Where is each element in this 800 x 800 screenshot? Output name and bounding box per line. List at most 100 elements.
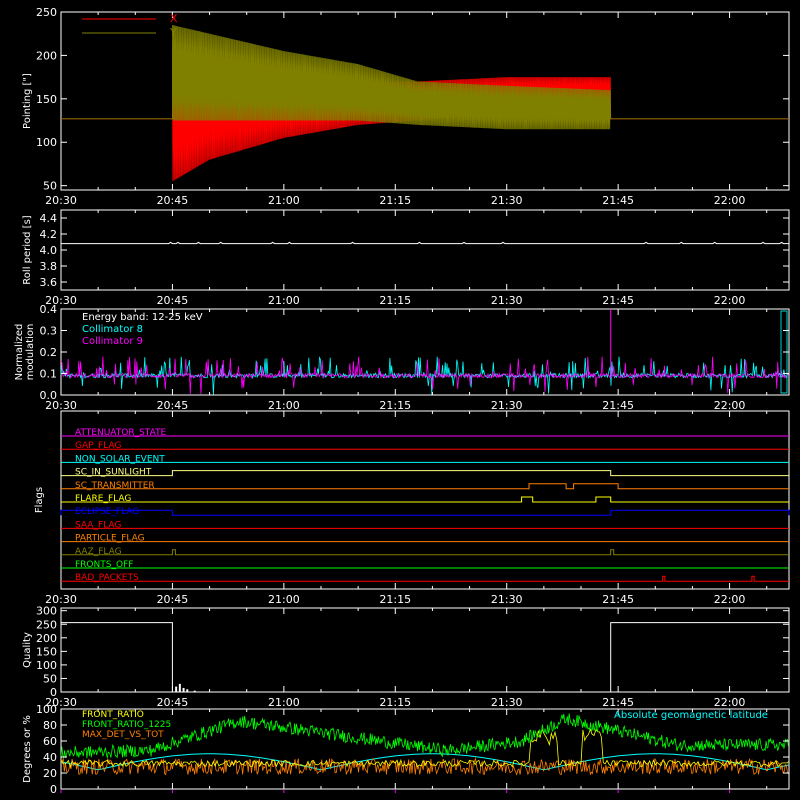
time-tick-label: 21:00 [268,696,300,709]
front-ratio-1225-label: FRONT_RATIO_1225 [82,720,171,730]
y-tick-label: 0 [50,783,57,796]
y-tick-label: 60 [43,735,57,748]
quality-series [61,622,789,693]
collimator-9-series [60,356,789,395]
time-tick-label: 20:30 [45,399,77,412]
time-tick-label: 20:30 [45,194,77,207]
y-tick-label: 250 [36,6,57,19]
legend-y-label: Y [169,26,177,39]
time-tick-label: 21:15 [379,294,411,307]
y-tick-label: 150 [36,93,57,106]
time-tick-label: 20:30 [45,294,77,307]
flag-label: ATTENUATOR_STATE [75,428,167,438]
y-tick-label: 300 [36,605,57,618]
time-tick-label: 21:00 [268,294,300,307]
y-tick-label: 80 [43,719,57,732]
roll-period-series [61,241,789,245]
flag-row-aaz-flag: AAZ_FLAG [61,547,789,557]
y-tick-label: 0.1 [40,368,58,381]
time-tick-label: 21:15 [379,593,411,606]
y-tick-label: 40 [43,751,57,764]
pointing-panel: 50 100 150 200 250 20:30 20:45 21:00 21:15 21:30… [22,6,790,207]
energy-band-label: Energy band: 12-25 keV [82,312,203,323]
flag-label: FLARE_FLAG [75,494,131,504]
time-tick-label: 21:30 [491,399,523,412]
time-tick-label: 20:45 [157,194,189,207]
flag-label: PARTICLE_FLAG [75,534,145,544]
modulation-y-label-line2: modulation [25,324,36,381]
time-tick-label: 21:00 [268,593,300,606]
time-tick-label: 21:15 [379,194,411,207]
y-tick-label: 100 [36,703,57,716]
max-det-vs-tot-series [60,757,789,776]
time-tick-label: 21:45 [602,696,634,709]
flags-frame [60,410,790,590]
y-tick-label: 100 [36,659,57,672]
time-tick-label: 20:45 [157,696,189,709]
y-tick-label: 0 [50,686,57,699]
y-tick-label: 4.0 [40,244,58,257]
flag-label: SC_TRANSMITTER [75,481,155,491]
flag-trace [61,549,789,556]
time-tick-label: 22:00 [714,696,746,709]
y-tick-label: 250 [36,618,57,631]
front-ratio-label: FRONT_RATIO [82,710,144,720]
y-tick-label: 0.0 [40,389,58,402]
roll-period-panel: 3.6 3.8 4.0 4.2 4.4 20:30 20:45 21:00 21:15 21:3… [22,209,790,307]
flag-row-eclipse-flag: ECLIPSE_FLAG [60,507,790,517]
roll-frame [60,209,790,291]
y-tick-label: 50 [43,672,57,685]
flag-label: SC_IN_SUNLIGHT [75,468,152,478]
flag-row-attenuator-state: ATTENUATOR_STATE [61,428,789,438]
time-tick-label: 21:45 [602,593,634,606]
front-ratio-series [60,728,790,768]
quality-frame [60,607,790,693]
flag-label: SAA_FLAG [75,520,121,530]
time-tick-label: 22:00 [714,194,746,207]
time-tick-label: 22:00 [714,294,746,307]
flag-trace [61,575,789,582]
flag-label: GAP_FLAG [75,441,121,451]
time-tick-label: 21:15 [379,696,411,709]
y-tick-label: 50 [43,180,57,193]
time-tick-label: 21:30 [491,593,523,606]
ratios-frame [60,708,790,790]
time-tick-label: 22:00 [714,399,746,412]
time-tick-label: 20:30 [45,593,77,606]
modulation-legend: Energy band: 12-25 keV Collimator 8 Coll… [82,312,203,347]
y-tick-label: 200 [36,632,57,645]
y-tick-label: 4.2 [40,228,58,241]
flag-row-gap-flag: GAP_FLAG [61,441,789,451]
time-tick-label: 21:15 [379,399,411,412]
time-tick-label: 20:45 [157,294,189,307]
y-tick-label: 100 [36,136,57,149]
flag-label: NON_SOLAR_EVENT [75,454,165,464]
flag-row-sc-in-sunlight: SC_IN_SUNLIGHT [61,468,789,478]
flag-trace [60,509,790,516]
y-tick-label: 4.4 [40,212,58,225]
time-tick-label: 21:45 [602,294,634,307]
time-tick-label: 21:30 [491,294,523,307]
y-tick-label: 150 [36,645,57,658]
flag-row-non-solar-event: NON_SOLAR_EVENT [61,454,789,464]
y-tick-label: 200 [36,49,57,62]
y-tick-label: 0.3 [40,325,58,338]
pointing-frame [60,11,790,191]
pointing-legend: X Y [82,12,178,39]
flag-row-saa-flag: SAA_FLAG [61,520,789,530]
pointing-y-label: Pointing ["] [22,73,33,129]
flag-label: ECLIPSE_FLAG [75,507,139,517]
flag-trace [61,470,789,477]
collimator-8-label: Collimator 8 [82,324,143,335]
flag-trace [61,496,789,503]
modulation-panel: 0.0 0.1 0.2 0.3 0.4 20:30 20:45 21:00 21:15 21:3… [14,303,790,412]
time-tick-label: 21:45 [602,194,634,207]
flags-y-label: Flags [34,487,45,513]
ratios-panel: 0 20 40 60 80 100 Degrees or % FRONT_RATIO FR… [22,703,790,796]
geomagnetic-latitude-series [60,753,790,771]
modulation-y-label-line1: Normalized [14,324,25,381]
time-tick-label: 21:30 [491,194,523,207]
pointing-y-series [61,24,789,130]
y-tick-label: 20 [43,767,57,780]
